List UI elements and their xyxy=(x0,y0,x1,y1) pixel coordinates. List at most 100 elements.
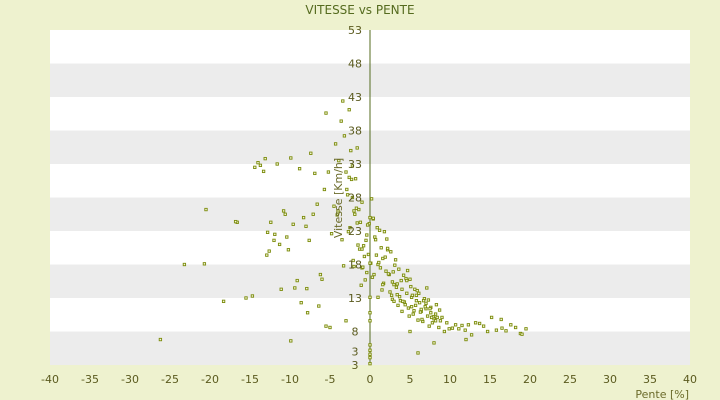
data-point xyxy=(425,314,430,318)
data-point xyxy=(391,270,395,274)
data-point xyxy=(352,264,356,269)
data-point xyxy=(315,202,319,206)
data-point xyxy=(395,282,399,286)
y-tick-label: 8 xyxy=(352,326,359,339)
data-point xyxy=(426,298,431,302)
data-point xyxy=(286,248,291,252)
data-point xyxy=(368,348,372,352)
data-point xyxy=(457,327,461,331)
y-axis-label: Vitesse [Km/h] xyxy=(332,158,345,238)
data-point xyxy=(261,169,266,174)
data-point xyxy=(494,328,499,332)
data-point xyxy=(361,244,366,248)
data-point xyxy=(412,309,416,313)
data-point xyxy=(341,99,345,103)
data-point xyxy=(397,295,402,299)
data-point xyxy=(379,246,383,250)
data-point xyxy=(415,288,419,293)
data-point xyxy=(410,293,415,297)
data-point xyxy=(489,315,494,320)
data-point xyxy=(358,220,363,224)
x-tick-label: -40 xyxy=(41,373,59,386)
data-point xyxy=(513,325,518,330)
data-point xyxy=(337,158,341,163)
data-point xyxy=(421,299,426,303)
data-point xyxy=(400,309,404,314)
data-point xyxy=(305,311,310,315)
data-point xyxy=(353,177,358,181)
data-point xyxy=(267,249,271,253)
data-point xyxy=(360,200,364,204)
data-point xyxy=(368,319,372,323)
data-point xyxy=(356,243,360,247)
data-point xyxy=(265,253,269,257)
data-point xyxy=(409,284,413,289)
data-point xyxy=(351,258,355,263)
data-point xyxy=(273,232,277,236)
data-point xyxy=(291,222,295,226)
data-point xyxy=(309,151,313,155)
data-point xyxy=(433,319,438,323)
data-point xyxy=(466,323,471,327)
data-point xyxy=(414,293,419,297)
data-point xyxy=(281,209,286,213)
data-point xyxy=(481,324,486,328)
data-point xyxy=(463,328,467,332)
data-points xyxy=(158,99,528,366)
data-point xyxy=(272,238,276,243)
data-point xyxy=(275,162,279,166)
data-point xyxy=(256,161,260,165)
data-point xyxy=(289,156,293,160)
data-point xyxy=(363,278,367,282)
data-point xyxy=(344,319,348,323)
y-tick-label: 53 xyxy=(348,24,362,37)
x-tick-label: 35 xyxy=(643,373,657,386)
data-point xyxy=(440,315,444,320)
data-point xyxy=(408,329,412,334)
data-point xyxy=(392,282,396,287)
data-point xyxy=(450,326,455,330)
data-point xyxy=(304,224,308,228)
data-point xyxy=(377,228,382,232)
data-point xyxy=(390,280,395,284)
data-point xyxy=(419,307,423,312)
data-point xyxy=(279,287,283,291)
data-point xyxy=(293,286,297,290)
x-tick-label: 10 xyxy=(443,373,457,386)
y-tick-label: 13 xyxy=(348,292,362,305)
data-point xyxy=(401,299,405,303)
data-point xyxy=(347,108,351,112)
data-point xyxy=(326,170,331,174)
data-point xyxy=(393,258,398,262)
data-point xyxy=(324,324,328,328)
x-tick-label: 0 xyxy=(367,373,374,386)
data-point xyxy=(329,232,334,236)
data-point xyxy=(349,177,354,182)
data-point xyxy=(435,315,439,320)
x-tick-label: -20 xyxy=(201,373,219,386)
data-point xyxy=(368,352,372,356)
data-point xyxy=(408,277,412,281)
data-point xyxy=(370,275,375,279)
data-point xyxy=(413,303,418,308)
y-tick-label: 38 xyxy=(348,125,362,138)
x-tick-label: 40 xyxy=(683,373,697,386)
y-tick-label: 48 xyxy=(348,58,362,71)
data-point xyxy=(407,314,411,318)
data-point xyxy=(322,187,327,192)
data-point xyxy=(524,327,528,331)
data-point xyxy=(265,230,270,234)
data-point xyxy=(221,299,226,303)
data-point xyxy=(432,341,436,345)
data-point xyxy=(344,170,348,174)
data-point xyxy=(406,306,411,310)
data-point xyxy=(400,287,404,291)
data-point xyxy=(355,146,359,150)
data-point xyxy=(354,206,359,210)
data-point xyxy=(377,260,381,265)
data-point xyxy=(311,212,315,216)
data-point xyxy=(324,111,328,115)
data-point xyxy=(244,296,248,300)
data-point xyxy=(333,142,338,146)
